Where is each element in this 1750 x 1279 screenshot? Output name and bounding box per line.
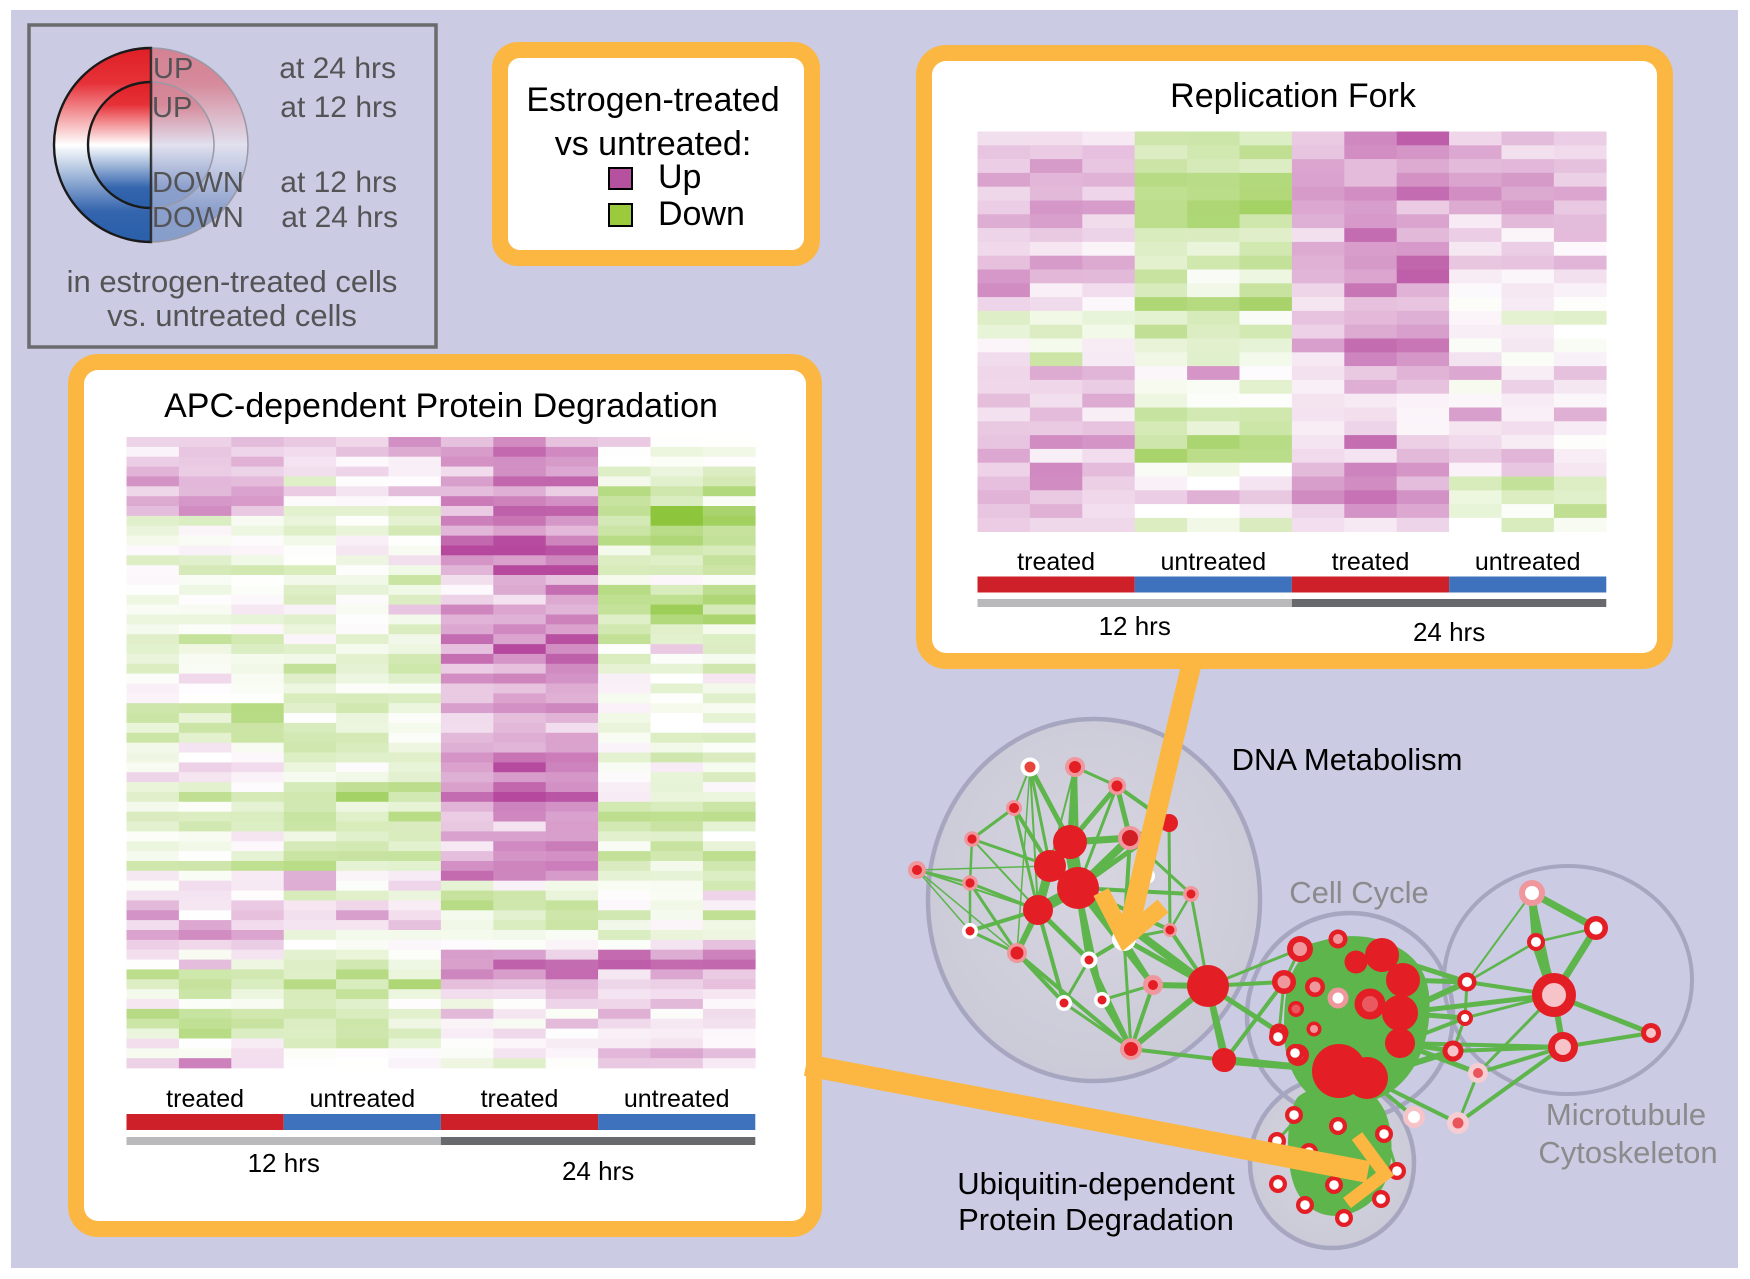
svg-text:12 hrs: 12 hrs [1099,611,1171,641]
svg-text:APC-dependent Protein Degradat: APC-dependent Protein Degradation [164,387,718,425]
svg-text:untreated: untreated [624,1085,730,1113]
svg-text:vs. untreated cells: vs. untreated cells [107,298,357,333]
svg-text:at 12 hrs: at 12 hrs [280,166,397,199]
svg-text:untreated: untreated [309,1085,415,1113]
svg-text:Protein Degradation: Protein Degradation [958,1202,1234,1237]
svg-text:vs untreated:: vs untreated: [555,125,752,163]
svg-text:Microtubule: Microtubule [1546,1097,1706,1132]
svg-text:at 12 hrs: at 12 hrs [280,91,397,124]
svg-text:treated: treated [166,1085,244,1113]
svg-text:Cell Cycle: Cell Cycle [1289,875,1429,910]
svg-text:in estrogen-treated cells: in estrogen-treated cells [67,264,398,299]
svg-text:DNA Metabolism: DNA Metabolism [1232,742,1463,777]
svg-text:24 hrs: 24 hrs [562,1156,634,1186]
svg-text:UP: UP [153,53,193,85]
svg-text:untreated: untreated [1160,548,1266,576]
svg-text:Replication Fork: Replication Fork [1170,77,1417,115]
svg-text:Ubiquitin-dependent: Ubiquitin-dependent [957,1166,1235,1201]
svg-text:DOWN: DOWN [152,202,244,234]
svg-text:treated: treated [481,1085,559,1113]
svg-text:at 24 hrs: at 24 hrs [281,201,398,234]
svg-text:DOWN: DOWN [152,167,244,199]
svg-text:Down: Down [658,195,745,233]
svg-text:at 24 hrs: at 24 hrs [279,52,396,85]
svg-text:treated: treated [1017,548,1095,576]
svg-text:Up: Up [658,158,701,196]
svg-text:untreated: untreated [1475,548,1581,576]
svg-text:24 hrs: 24 hrs [1413,617,1485,647]
svg-text:Cytoskeleton: Cytoskeleton [1538,1135,1717,1170]
svg-text:UP: UP [152,92,192,124]
svg-text:Estrogen-treated: Estrogen-treated [526,81,779,119]
svg-text:12 hrs: 12 hrs [248,1148,320,1178]
svg-text:treated: treated [1332,548,1410,576]
